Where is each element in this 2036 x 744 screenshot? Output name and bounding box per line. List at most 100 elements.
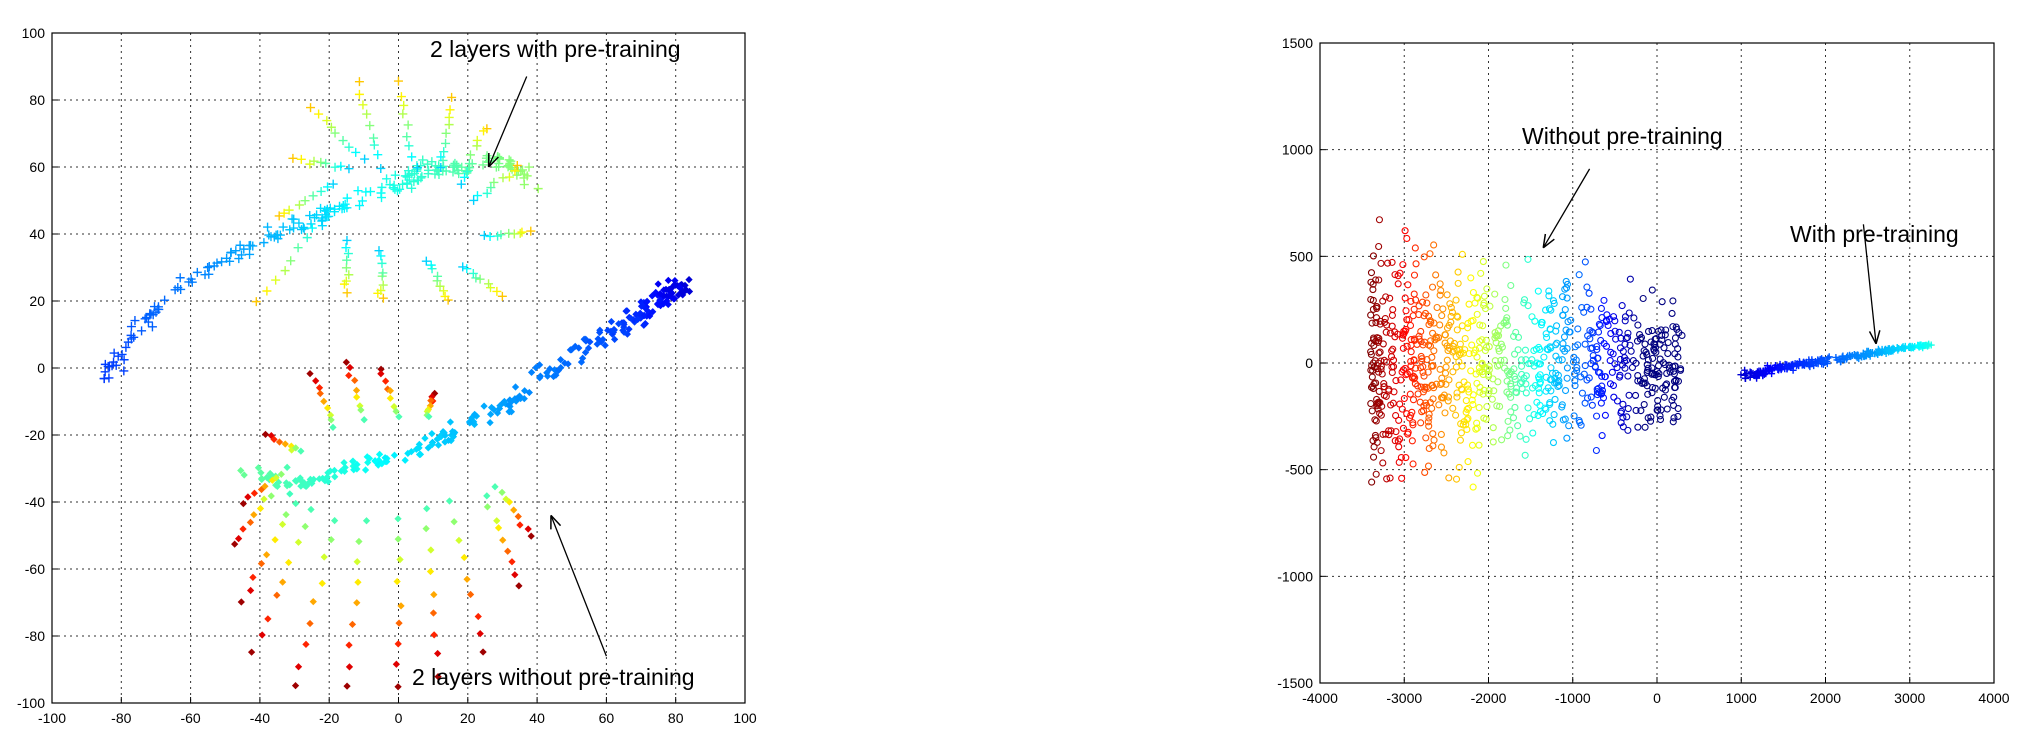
- open-circle-point: [1469, 288, 1477, 297]
- open-circle-point: [1591, 362, 1599, 371]
- open-circle-point: [1593, 354, 1602, 362]
- diamond-marker-point: [392, 407, 400, 416]
- series-with-pretraining-plus: [99, 76, 543, 384]
- diamond-marker-point: [310, 475, 318, 483]
- open-circle-point: [1637, 407, 1645, 415]
- open-circle-point: [1437, 430, 1445, 439]
- y-tick-label: 1000: [1282, 142, 1313, 158]
- plus-marker-point: [113, 351, 123, 361]
- open-circle-point: [1583, 376, 1591, 384]
- plus-marker-point: [402, 132, 412, 142]
- open-circle-point: [1473, 379, 1481, 387]
- open-circle-point: [1587, 305, 1595, 313]
- open-circle-point: [1669, 297, 1677, 305]
- open-circle-point: [1536, 380, 1544, 388]
- plus-marker-point: [1833, 356, 1841, 364]
- plus-marker-point: [160, 295, 170, 305]
- diamond-marker-point: [342, 358, 350, 366]
- plus-marker-point: [440, 291, 450, 301]
- diamond-marker-point: [646, 312, 654, 320]
- plus-marker-point: [294, 200, 304, 210]
- open-circle-point: [1373, 438, 1381, 446]
- plus-marker-point: [204, 262, 214, 272]
- annotation-arrow-line: [487, 76, 528, 168]
- open-circle-point: [1536, 401, 1544, 409]
- diamond-marker-point: [499, 398, 507, 407]
- open-circle-point: [1425, 320, 1433, 329]
- open-circle-point: [1634, 321, 1642, 329]
- diamond-marker-point: [346, 363, 354, 372]
- open-circle-point: [1511, 350, 1519, 358]
- x-tick-label: 80: [668, 710, 684, 726]
- open-circle-point: [1377, 411, 1385, 419]
- diamond-marker-point: [441, 438, 449, 446]
- diamond-marker-point: [312, 377, 320, 385]
- open-circle-point: [1609, 381, 1618, 390]
- plus-marker-point: [409, 177, 419, 187]
- open-circle-point: [1417, 419, 1425, 427]
- open-circle-point: [1606, 357, 1614, 365]
- open-circle-point: [1455, 381, 1463, 389]
- diamond-marker-point: [272, 474, 280, 482]
- open-circle-point: [1375, 334, 1383, 342]
- plus-marker-point: [369, 133, 379, 143]
- plus-marker-point: [376, 251, 386, 261]
- open-circle-point: [1404, 281, 1412, 289]
- open-circle-point: [1617, 419, 1625, 427]
- diamond-marker-point: [354, 578, 362, 586]
- open-circle-point: [1407, 297, 1415, 305]
- diamond-marker-point: [439, 428, 447, 436]
- open-circle-point: [1608, 368, 1616, 376]
- open-circle-point: [1383, 321, 1391, 329]
- plus-marker-point: [416, 173, 426, 183]
- open-circle-point: [1661, 331, 1669, 339]
- diamond-marker-point: [297, 447, 305, 455]
- open-circle-point: [1573, 364, 1581, 372]
- open-circle-point: [1373, 395, 1381, 403]
- diamond-marker-point: [323, 404, 332, 412]
- plus-marker-point: [439, 147, 449, 157]
- open-circle-point: [1369, 252, 1378, 260]
- open-circle-point: [1601, 411, 1609, 419]
- plus-marker-point: [491, 162, 501, 172]
- open-circle-point: [1394, 330, 1402, 338]
- diamond-marker-point: [665, 285, 673, 294]
- x-tick-label: 3000: [1894, 690, 1925, 706]
- diamond-marker-point: [365, 454, 374, 463]
- diamond-marker-point: [521, 387, 529, 395]
- open-circle-point: [1443, 291, 1451, 299]
- diamond-marker-point: [593, 340, 601, 348]
- open-circle-point: [1375, 242, 1383, 251]
- plus-marker-point: [357, 196, 367, 206]
- open-circle-point: [1672, 376, 1680, 384]
- open-circle-point: [1445, 376, 1453, 384]
- open-circle-point: [1543, 333, 1551, 342]
- open-circle-point: [1518, 384, 1526, 393]
- open-circle-point: [1425, 410, 1433, 418]
- plus-marker-point: [1858, 353, 1866, 361]
- plus-marker-point: [262, 286, 272, 296]
- diamond-marker-point: [446, 418, 455, 426]
- open-circle-point: [1577, 373, 1585, 381]
- plus-marker-point: [130, 316, 140, 326]
- open-circle-point: [1506, 426, 1514, 434]
- open-circle-point: [1399, 261, 1407, 269]
- open-circle-point: [1597, 304, 1605, 313]
- plus-marker-point: [430, 169, 440, 179]
- plus-marker-point: [104, 362, 114, 372]
- open-circle-point: [1604, 321, 1612, 330]
- open-circle-point: [1367, 348, 1375, 356]
- x-tick-label: 100: [733, 710, 757, 726]
- open-circle-point: [1428, 382, 1436, 390]
- open-circle-point: [1542, 387, 1550, 395]
- diamond-marker-point: [349, 457, 357, 465]
- open-circle-point: [1469, 317, 1477, 325]
- open-circle-point: [1524, 255, 1532, 263]
- open-circle-point: [1455, 358, 1463, 366]
- x-tick-label: 4000: [1978, 690, 2009, 706]
- diamond-marker-point: [362, 517, 371, 525]
- y-tick-label: 0: [1305, 355, 1313, 371]
- open-circle-point: [1563, 280, 1572, 288]
- open-circle-point: [1650, 371, 1659, 379]
- plus-marker-point: [184, 277, 194, 287]
